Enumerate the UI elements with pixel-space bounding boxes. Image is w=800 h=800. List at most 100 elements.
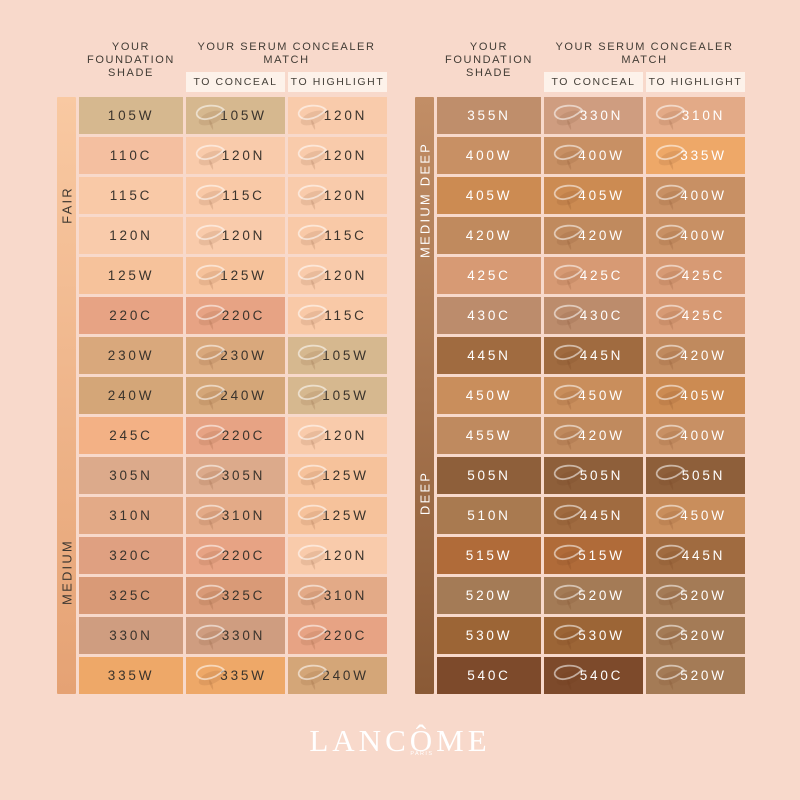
shade-code-label: 425C — [681, 308, 726, 323]
shade-table-mediumdeep-deep: YOUR FOUNDATION SHADE YOUR SERUM CONCEAL… — [415, 40, 745, 694]
shade-code-label: 110C — [109, 148, 153, 163]
shade-code-label: 505N — [579, 468, 624, 483]
foundation-shade-cell: 430C — [437, 297, 541, 334]
conceal-match-cell: 445N — [544, 497, 643, 534]
logo-paris-text: PARIS — [410, 751, 434, 757]
concealer-swatch-swoosh-icon — [297, 584, 327, 610]
table-row: 245C 220C 120N — [79, 417, 387, 454]
shade-code-label: 105W — [107, 108, 155, 123]
highlight-match-cell: 125W — [288, 457, 387, 494]
highlight-match-cell: 240W — [288, 657, 387, 694]
shade-code-label: 115C — [324, 308, 367, 323]
conceal-match-cell: 420W — [544, 217, 643, 254]
table-row: 520W 520W 520W — [437, 577, 745, 614]
foundation-shade-cell: 110C — [79, 137, 183, 174]
concealer-swatch-swoosh-icon — [655, 504, 685, 530]
shade-code-label: 445N — [579, 348, 624, 363]
foundation-shade-cell: 305N — [79, 457, 183, 494]
shade-group-strip: FAIR MEDIUM — [57, 97, 76, 694]
foundation-shade-cell: 400W — [437, 137, 541, 174]
concealer-swatch-swoosh-icon — [297, 424, 327, 450]
shade-code-label: 330N — [579, 108, 624, 123]
logo-o-letter: Ô — [409, 723, 437, 758]
table-row: 240W 240W 105W — [79, 377, 387, 414]
shade-code-label: 120N — [221, 228, 266, 243]
concealer-swatch-swoosh-icon — [553, 344, 583, 370]
concealer-swatch-swoosh-icon — [655, 344, 685, 370]
foundation-shade-cell: 125W — [79, 257, 183, 294]
shade-code-label: 430C — [579, 308, 624, 323]
shade-code-label: 520W — [465, 588, 513, 603]
shade-code-label: 450W — [578, 388, 625, 403]
shade-code-label: 305N — [109, 468, 153, 483]
concealer-swatch-swoosh-icon — [297, 664, 327, 690]
shade-group-strip: MEDIUM DEEP DEEP — [415, 97, 434, 694]
table-row: 515W 515W 445N — [437, 537, 745, 574]
shade-code-label: 120N — [323, 108, 368, 123]
shade-code-label: 105W — [322, 348, 369, 363]
shade-code-label: 120N — [323, 548, 368, 563]
foundation-shade-cell: 450W — [437, 377, 541, 414]
shade-code-label: 335W — [107, 668, 155, 683]
foundation-shade-cell: 515W — [437, 537, 541, 574]
foundation-shade-cell: 240W — [79, 377, 183, 414]
shade-code-label: 240W — [220, 388, 267, 403]
shade-code-label: 120N — [221, 148, 266, 163]
table-row: 310N 310N 125W — [79, 497, 387, 534]
shade-code-label: 420W — [578, 428, 625, 443]
highlight-match-cell: 105W — [288, 377, 387, 414]
highlight-match-cell: 115C — [288, 297, 387, 334]
shade-code-label: 325C — [109, 588, 153, 603]
shade-code-label: 455W — [465, 428, 513, 443]
concealer-swatch-swoosh-icon — [195, 464, 225, 490]
conceal-match-cell: 220C — [186, 417, 285, 454]
shade-code-label: 220C — [109, 308, 153, 323]
highlight-match-cell: 425C — [646, 297, 745, 334]
table-row: 530W 530W 520W — [437, 617, 745, 654]
concealer-swatch-swoosh-icon — [195, 304, 225, 330]
conceal-match-cell: 325C — [186, 577, 285, 614]
conceal-match-cell: 310N — [186, 497, 285, 534]
foundation-shade-cell: 445N — [437, 337, 541, 374]
subheader-bars: TO CONCEAL TO HIGHLIGHT — [186, 72, 387, 92]
conceal-match-cell: 530W — [544, 617, 643, 654]
concealer-swatch-swoosh-icon — [553, 224, 583, 250]
concealer-swatch-swoosh-icon — [195, 504, 225, 530]
conceal-match-cell: 115C — [186, 177, 285, 214]
shade-code-label: 310N — [323, 588, 368, 603]
table-body: FAIR MEDIUM 105W 105W 120N 110C 120N 120N… — [57, 97, 387, 694]
conceal-match-cell: 120N — [186, 137, 285, 174]
concealer-swatch-swoosh-icon — [195, 224, 225, 250]
shade-code-label: 530W — [465, 628, 513, 643]
shade-code-label: 425C — [467, 268, 511, 283]
concealer-swatch-swoosh-icon — [195, 624, 225, 650]
shade-code-label: 540C — [467, 668, 511, 683]
highlight-match-cell: 335W — [646, 137, 745, 174]
shade-code-label: 120N — [109, 228, 153, 243]
concealer-match-header-group: YOUR SERUM CONCEALER MATCH TO CONCEAL TO… — [544, 40, 745, 97]
conceal-match-cell: 335W — [186, 657, 285, 694]
highlight-match-cell: 120N — [288, 137, 387, 174]
shade-code-label: 115C — [109, 188, 153, 203]
table-row: 455W 420W 400W — [437, 417, 745, 454]
concealer-swatch-swoosh-icon — [297, 184, 327, 210]
shade-code-label: 445N — [681, 548, 726, 563]
concealer-match-header: YOUR SERUM CONCEALER MATCH — [197, 41, 376, 66]
table-row: 115C 115C 120N — [79, 177, 387, 214]
shade-code-label: 230W — [107, 348, 155, 363]
shade-code-label: 425C — [681, 268, 726, 283]
highlight-match-cell: 115C — [288, 217, 387, 254]
shade-code-label: 305N — [221, 468, 266, 483]
foundation-shade-cell: 510N — [437, 497, 541, 534]
concealer-swatch-swoosh-icon — [655, 544, 685, 570]
table-row: 125W 125W 120N — [79, 257, 387, 294]
shade-code-label: 310N — [109, 508, 153, 523]
shade-code-label: 325C — [221, 588, 266, 603]
shade-code-label: 530W — [578, 628, 625, 643]
highlight-match-cell: 520W — [646, 577, 745, 614]
concealer-swatch-swoosh-icon — [195, 104, 225, 130]
concealer-swatch-swoosh-icon — [195, 344, 225, 370]
highlight-match-cell: 400W — [646, 417, 745, 454]
subheader-bars: TO CONCEAL TO HIGHLIGHT — [544, 72, 745, 92]
conceal-match-cell: 430C — [544, 297, 643, 334]
